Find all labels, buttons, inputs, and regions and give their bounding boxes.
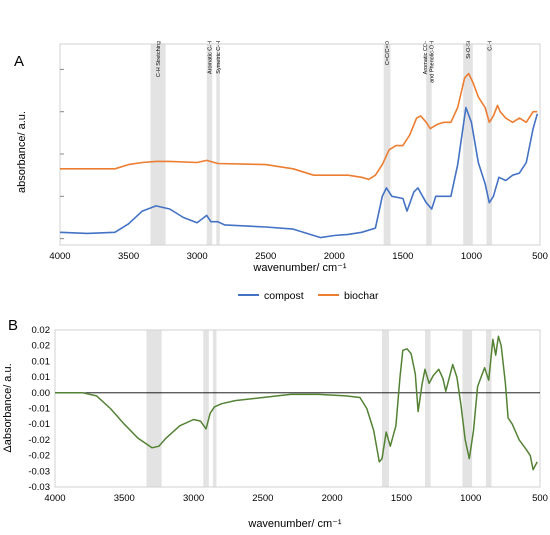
panel-b: 0.02 0.02 0.01 0.01 0.00 -0.01 -0.01 -0.02 -0.02… <box>2 317 548 530</box>
panel-a-y-ticks <box>59 44 64 245</box>
panel-a-x-axis-title: wavenumber/ cm⁻¹ <box>252 262 347 274</box>
band-aromatic-c-h <box>206 44 213 245</box>
band-b-si-o-si <box>462 330 473 487</box>
band-b-c-h-stretching <box>146 330 162 487</box>
panel-b-y-tick-label: 0.01 <box>32 372 51 383</box>
panel-a: C-H Stretching Aromatic C-H Symetric C-H C=… <box>14 40 548 302</box>
band-b-c-c-c-o <box>382 330 389 487</box>
panel-b-y-tick-label: -0.02 <box>28 435 50 446</box>
band-c-h <box>486 44 492 245</box>
panel-b-x-tick-label: 1500 <box>391 493 412 504</box>
panel-b-y-tick-label: -0.03 <box>28 466 50 477</box>
band-label-aromatic-c-h: Aromatic C-H <box>207 41 213 74</box>
band-c-h-stretching <box>150 44 166 245</box>
panel-b-y-tick-label: 0.01 <box>32 356 51 367</box>
band-label-c-c-c-o: C=C/C=O <box>385 40 391 65</box>
panel-a-series <box>59 72 539 239</box>
panel-b-plot-frame <box>54 329 541 488</box>
band-b-aromatic-c-h <box>203 330 209 487</box>
panel-a-x-tick-label: 1000 <box>461 251 482 262</box>
band-b-aromatic-co-and-phenolic-oh <box>424 330 431 487</box>
band-c-c-c-o <box>383 44 391 245</box>
panel-b-y-tick-labels: 0.02 0.02 0.01 0.01 0.00 -0.01 -0.01 -0.02 -0.02… <box>28 325 50 493</box>
panel-a-x-tick-label: 1500 <box>392 251 413 262</box>
panel-a-x-tick-label: 4000 <box>49 251 70 262</box>
series-line-difference <box>55 335 538 471</box>
band-label-c-h: C-H <box>487 41 493 51</box>
panel-a-label: A <box>14 53 24 70</box>
panel-b-y-tick-label: -0.01 <box>28 419 50 430</box>
panel-b-y-axis-title: Δabsorbance/ a.u. <box>2 363 14 452</box>
series-line-compost <box>59 106 539 239</box>
band-b-symetric-c-h <box>212 330 217 487</box>
panel-b-x-tick-label: 3000 <box>183 493 204 504</box>
panel-b-y-tick-label: -0.03 <box>28 482 50 493</box>
panel-b-x-tick-label: 3500 <box>114 493 135 504</box>
panel-b-x-tick-label: 500 <box>532 493 548 504</box>
panel-a-band-labels: C-H Stretching Aromatic C-H Symetric C-H C=… <box>156 40 493 83</box>
band-label-symetric-c-h: Symetric C-H <box>216 41 222 74</box>
legend: compost biochar <box>238 290 379 302</box>
panel-b-x-tick-label: 1000 <box>460 493 481 504</box>
panel-a-y-axis-title: absorbance/ a.u. <box>16 111 28 193</box>
panel-a-x-tick-label: 500 <box>532 251 548 262</box>
panel-a-x-tick-labels: 4000 3500 3000 2500 2000 1500 1000 500 <box>49 251 548 262</box>
panel-b-y-tick-label: 0.00 <box>32 388 51 399</box>
legend-label-compost: compost <box>264 290 304 302</box>
panel-b-y-tick-label: 0.02 <box>32 325 51 336</box>
panel-b-bands <box>146 330 492 487</box>
panel-a-x-tick-label: 3500 <box>118 251 139 262</box>
panel-b-x-tick-label: 2500 <box>252 493 273 504</box>
panel-b-y-tick-label: -0.02 <box>28 451 50 462</box>
panel-b-y-tick-label: -0.01 <box>28 404 50 415</box>
panel-a-x-tick-label: 2500 <box>255 251 276 262</box>
panel-a-bands <box>150 44 492 245</box>
band-label-c-h-stretching: C-H Stretching <box>156 41 162 77</box>
panel-b-x-tick-label: 4000 <box>44 493 65 504</box>
band-aromatic-co-and-phenolic-oh <box>426 44 432 245</box>
panel-a-x-tick-label: 2000 <box>324 251 345 262</box>
panel-b-series <box>55 335 538 471</box>
panel-b-x-axis-title: wavenumber/ cm⁻¹ <box>247 518 342 530</box>
band-label-aromatic-co-and-phenolic-oh: Aromatic CO-and Phenolic-OH <box>423 41 436 83</box>
panel-b-y-tick-label: 0.02 <box>32 341 51 352</box>
band-label-si-o-si: Si-O-Si <box>466 41 472 59</box>
panel-b-label: B <box>8 317 18 334</box>
series-line-biochar <box>60 72 538 181</box>
panel-a-x-tick-label: 3000 <box>187 251 208 262</box>
band-si-o-si <box>463 44 473 245</box>
legend-label-biochar: biochar <box>344 290 379 302</box>
band-b-c-h <box>485 330 492 487</box>
panel-b-x-tick-label: 2000 <box>322 493 343 504</box>
band-symetric-c-h <box>216 44 220 245</box>
panel-b-x-tick-labels: 4000 3500 3000 2500 2000 1500 1000 500 <box>44 493 548 504</box>
